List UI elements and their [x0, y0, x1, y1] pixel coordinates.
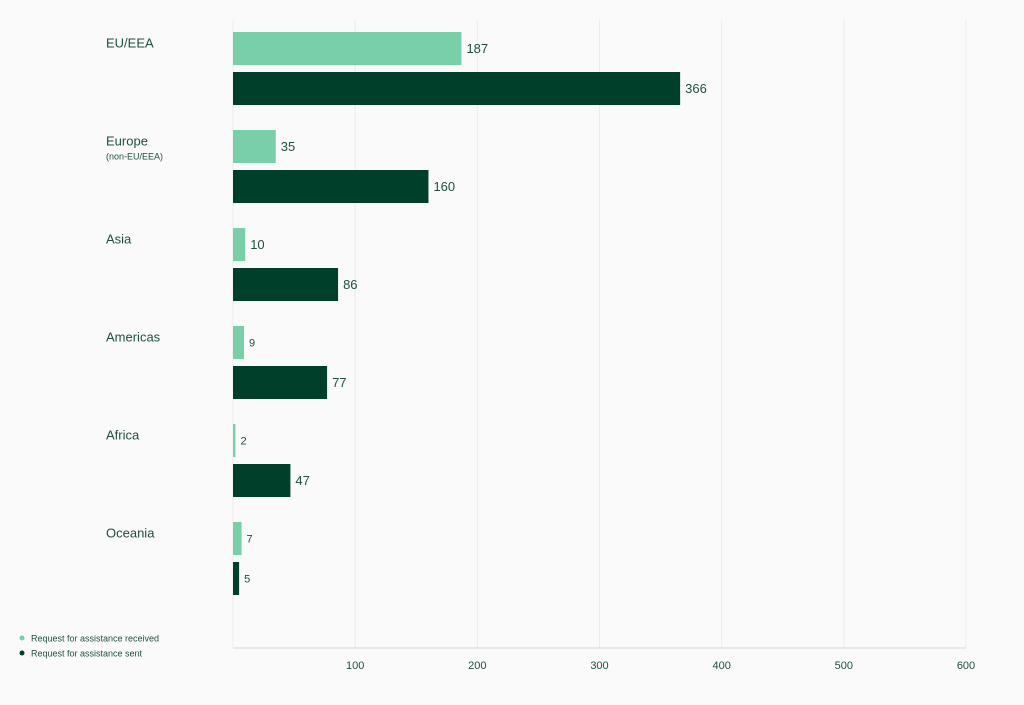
value-label: 7	[247, 533, 253, 545]
bar	[233, 522, 242, 555]
value-label: 187	[466, 41, 488, 56]
bar	[233, 366, 328, 399]
bar	[233, 32, 462, 65]
legend-label: Request for assistance sent	[31, 648, 143, 658]
bar	[233, 464, 291, 497]
bar	[233, 130, 276, 163]
value-label: 47	[295, 473, 309, 488]
bar	[233, 170, 429, 203]
value-label: 160	[433, 179, 455, 194]
category-label: Asia	[106, 231, 132, 246]
value-label: 77	[332, 375, 346, 390]
legend-marker	[19, 635, 25, 641]
category-label: Africa	[106, 427, 140, 442]
value-label: 86	[343, 277, 357, 292]
value-label: 366	[685, 81, 707, 96]
bar	[233, 268, 339, 301]
x-tick-label: 100	[346, 660, 364, 672]
category-label: Americas	[106, 329, 161, 344]
x-tick-label: 600	[957, 660, 975, 672]
x-tick-label: 200	[468, 660, 486, 672]
category-label: EU/EEA	[106, 35, 154, 50]
bar	[233, 72, 681, 105]
category-label: Oceania	[106, 525, 155, 540]
bar	[233, 424, 236, 457]
category-sublabel: (non-EU/EEA)	[106, 151, 163, 161]
x-tick-label: 400	[712, 660, 730, 672]
bar	[233, 326, 244, 359]
value-label: 2	[240, 435, 246, 447]
category-label: Europe	[106, 133, 148, 148]
x-tick-label: 300	[590, 660, 608, 672]
x-tick-label: 500	[835, 660, 853, 672]
value-label: 35	[281, 139, 295, 154]
value-label: 9	[249, 337, 255, 349]
legend-marker	[19, 650, 25, 656]
bar	[233, 562, 240, 595]
value-label: 10	[250, 237, 264, 252]
value-label: 5	[244, 573, 250, 585]
bar	[233, 228, 246, 261]
legend-label: Request for assistance received	[31, 633, 159, 643]
